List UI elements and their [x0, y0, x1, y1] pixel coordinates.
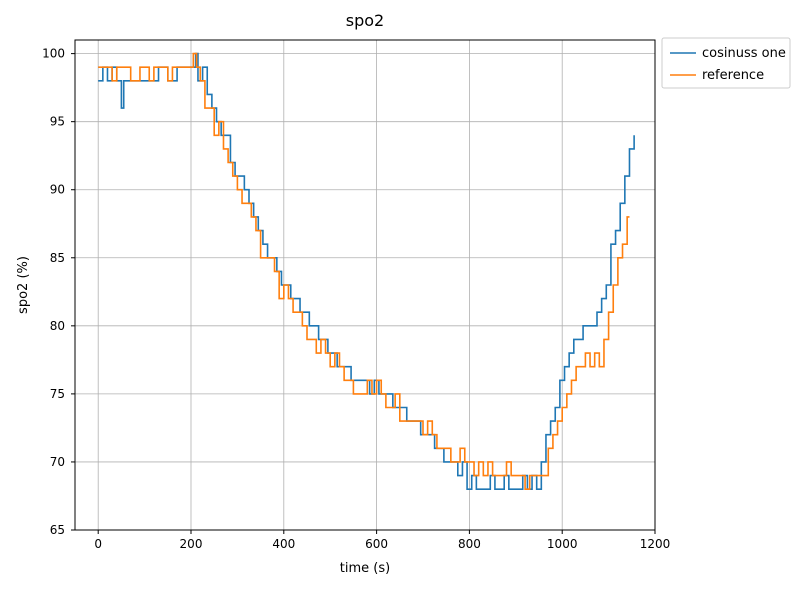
xtick-label: 800	[458, 537, 481, 551]
ytick-label: 90	[50, 183, 65, 197]
y-axis-label: spo2 (%)	[16, 256, 31, 314]
ytick-label: 80	[50, 319, 65, 333]
xtick-label: 200	[180, 537, 203, 551]
ytick-label: 75	[50, 387, 65, 401]
xtick-label: 600	[365, 537, 388, 551]
chart-title: spo2	[346, 11, 384, 30]
x-axis-label: time (s)	[340, 561, 390, 576]
ytick-label: 70	[50, 455, 65, 469]
xtick-label: 1200	[640, 537, 671, 551]
xtick-label: 0	[94, 537, 102, 551]
ytick-label: 65	[50, 523, 65, 537]
ytick-label: 95	[50, 115, 65, 129]
ytick-label: 85	[50, 251, 65, 265]
xtick-label: 400	[272, 537, 295, 551]
spo2-chart: 0 200 400 600 800 1000 1200 65 70 75 80 85 90 95 100 ti…	[0, 0, 800, 600]
legend-label: reference	[702, 68, 764, 83]
legend: cosinuss one reference	[662, 38, 790, 88]
legend-label: cosinuss one	[702, 46, 786, 61]
xtick-label: 1000	[547, 537, 578, 551]
ytick-label: 100	[42, 47, 65, 61]
